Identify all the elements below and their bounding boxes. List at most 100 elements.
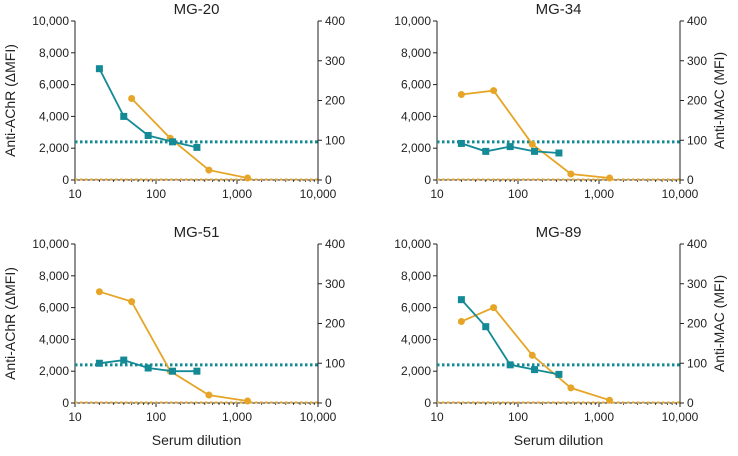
anti-mac-point bbox=[205, 391, 213, 399]
right-y-tick-label: 300 bbox=[325, 277, 345, 291]
x-tick-label: 10 bbox=[68, 187, 82, 201]
left-y-tick-label: 4,000 bbox=[39, 332, 69, 346]
right-y-tick-label: 100 bbox=[325, 356, 345, 370]
anti-mac-point bbox=[244, 174, 252, 182]
chart-title: MG-20 bbox=[174, 1, 220, 18]
anti-mac-point bbox=[205, 166, 213, 174]
left-y-tick-label: 0 bbox=[62, 173, 69, 187]
right-y-tick-label: 200 bbox=[687, 317, 707, 331]
left-y-tick-label: 4,000 bbox=[39, 109, 69, 123]
right-y-tick-label: 200 bbox=[325, 317, 345, 331]
left-y-tick-label: 0 bbox=[424, 173, 431, 187]
x-tick-label: 10 bbox=[430, 410, 444, 424]
anti-mac-point bbox=[244, 397, 252, 405]
left-y-tick-label: 2,000 bbox=[401, 141, 431, 155]
anti-achr-point bbox=[506, 143, 514, 151]
x-tick-label: 10 bbox=[68, 410, 82, 424]
anti-achr-point bbox=[531, 147, 539, 155]
anti-mac-line bbox=[461, 306, 610, 402]
x-tick-label: 100 bbox=[146, 410, 166, 424]
x-tick-label: 10,000 bbox=[662, 187, 699, 201]
right-y-tick-label: 0 bbox=[687, 173, 694, 187]
right-y-tick-label: 200 bbox=[325, 94, 345, 108]
left-y-tick-label: 0 bbox=[62, 396, 69, 410]
anti-mac-point bbox=[528, 140, 536, 148]
anti-achr-point bbox=[457, 296, 465, 304]
x-tick-label: 100 bbox=[508, 410, 528, 424]
anti-achr-point bbox=[193, 367, 201, 375]
x-axis-label: Serum dilution bbox=[152, 432, 242, 448]
anti-achr-point bbox=[169, 138, 177, 146]
x-tick-label: 1,000 bbox=[584, 410, 614, 424]
left-y-tick-label: 0 bbox=[424, 396, 431, 410]
x-tick-label: 1,000 bbox=[222, 187, 252, 201]
anti-mac-line bbox=[99, 290, 248, 402]
anti-achr-point bbox=[95, 359, 103, 367]
anti-achr-point bbox=[144, 131, 152, 139]
left-y-tick-label: 6,000 bbox=[401, 78, 431, 92]
anti-mac-point bbox=[457, 91, 465, 99]
chart-title: MG-89 bbox=[536, 224, 582, 241]
anti-achr-point bbox=[555, 370, 563, 378]
left-y-axis-label: Anti-AChR (ΔMFI) bbox=[2, 267, 18, 380]
anti-mac-point bbox=[606, 174, 614, 182]
anti-mac-point bbox=[490, 304, 498, 312]
left-y-tick-label: 10,000 bbox=[394, 237, 431, 251]
right-y-tick-label: 300 bbox=[687, 277, 707, 291]
right-y-tick-label: 200 bbox=[687, 94, 707, 108]
left-y-tick-label: 10,000 bbox=[32, 14, 69, 28]
anti-achr-point bbox=[169, 367, 177, 375]
left-y-tick-label: 6,000 bbox=[401, 301, 431, 315]
right-y-axis-label: Anti-MAC (MFI) bbox=[711, 52, 727, 149]
x-tick-label: 100 bbox=[508, 187, 528, 201]
right-y-axis-label: Anti-MAC (MFI) bbox=[711, 275, 727, 372]
x-tick-label: 10,000 bbox=[300, 187, 337, 201]
left-y-tick-label: 6,000 bbox=[39, 78, 69, 92]
anti-achr-point bbox=[482, 323, 490, 331]
anti-achr-point bbox=[457, 139, 465, 147]
right-y-tick-label: 0 bbox=[687, 396, 694, 410]
anti-mac-point bbox=[457, 318, 465, 326]
left-y-tick-label: 2,000 bbox=[39, 141, 69, 155]
anti-mac-point bbox=[490, 87, 498, 95]
right-y-tick-label: 0 bbox=[325, 396, 332, 410]
anti-mac-point bbox=[606, 396, 614, 404]
x-tick-label: 10,000 bbox=[300, 410, 337, 424]
right-y-tick-label: 100 bbox=[325, 133, 345, 147]
left-y-tick-label: 4,000 bbox=[401, 109, 431, 123]
right-y-tick-label: 0 bbox=[325, 173, 332, 187]
anti-achr-point bbox=[120, 112, 128, 120]
anti-mac-line bbox=[461, 89, 610, 179]
right-y-tick-label: 300 bbox=[325, 54, 345, 68]
left-y-tick-label: 8,000 bbox=[401, 269, 431, 283]
chart-title: MG-34 bbox=[536, 1, 582, 18]
right-y-tick-label: 100 bbox=[687, 133, 707, 147]
anti-achr-point bbox=[144, 364, 152, 372]
left-y-tick-label: 6,000 bbox=[39, 301, 69, 315]
right-y-tick-label: 400 bbox=[325, 237, 345, 251]
left-y-tick-label: 10,000 bbox=[32, 237, 69, 251]
anti-mac-point bbox=[128, 298, 136, 306]
anti-achr-point bbox=[506, 361, 514, 369]
anti-mac-point bbox=[567, 384, 575, 392]
anti-achr-point bbox=[531, 366, 539, 374]
x-tick-label: 100 bbox=[146, 187, 166, 201]
anti-mac-line bbox=[130, 97, 248, 179]
left-y-tick-label: 2,000 bbox=[401, 364, 431, 378]
right-y-tick-label: 300 bbox=[687, 54, 707, 68]
anti-mac-point bbox=[95, 288, 103, 296]
anti-achr-point bbox=[95, 65, 103, 73]
left-y-tick-label: 8,000 bbox=[39, 46, 69, 60]
left-y-tick-label: 10,000 bbox=[394, 14, 431, 28]
x-tick-label: 1,000 bbox=[222, 410, 252, 424]
anti-mac-point bbox=[128, 95, 136, 103]
left-y-tick-label: 8,000 bbox=[39, 269, 69, 283]
anti-achr-point bbox=[193, 143, 201, 151]
x-tick-label: 1,000 bbox=[584, 187, 614, 201]
left-y-axis-label: Anti-AChR (ΔMFI) bbox=[2, 44, 18, 157]
anti-achr-point bbox=[120, 356, 128, 364]
anti-achr-point bbox=[482, 147, 490, 155]
x-tick-label: 10,000 bbox=[662, 410, 699, 424]
